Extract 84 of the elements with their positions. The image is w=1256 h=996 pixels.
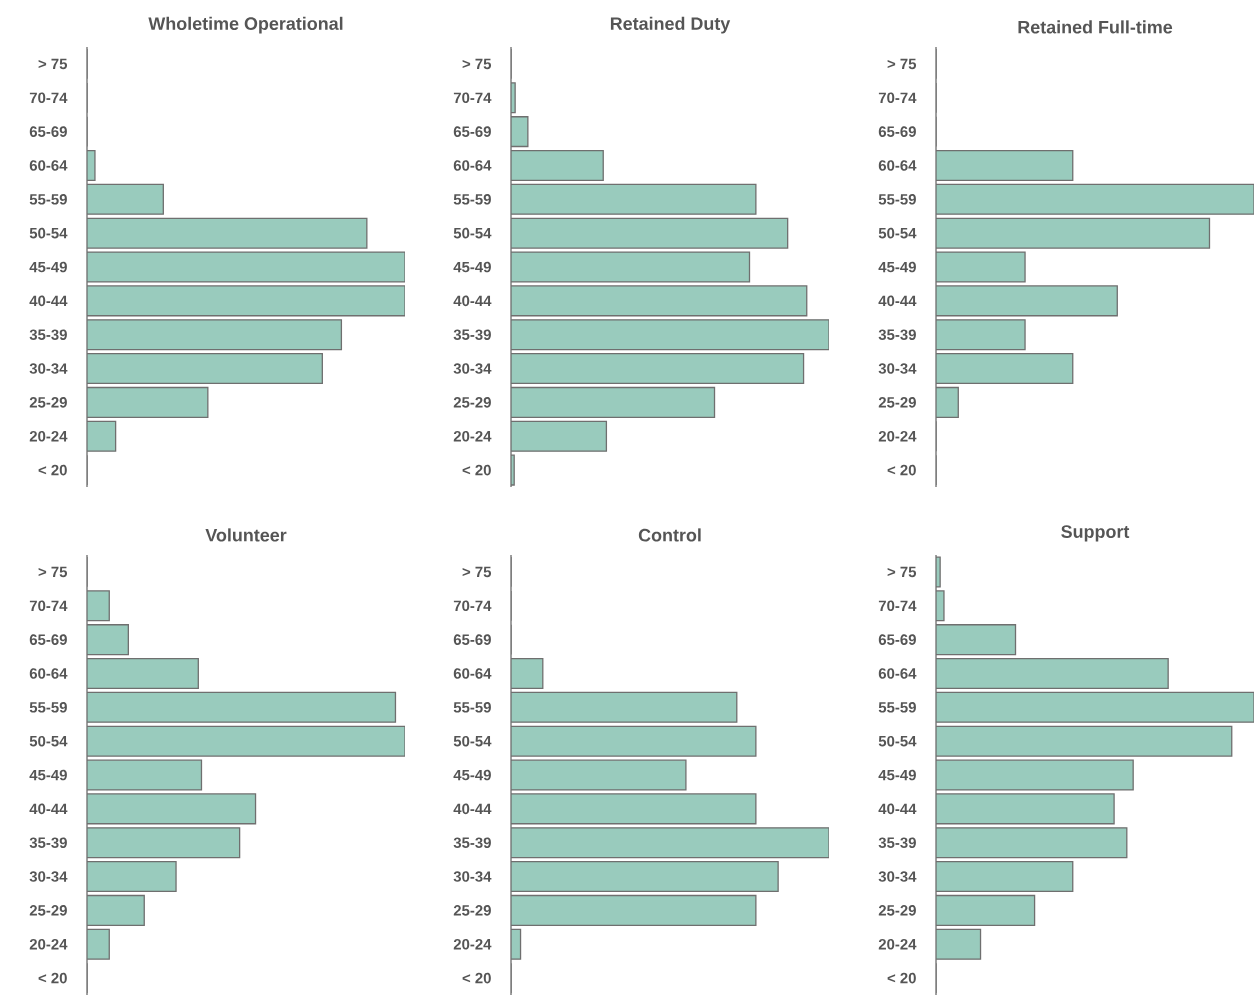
y-tick-label: 60-64: [453, 160, 492, 171]
y-tick-label: 25-29: [453, 397, 491, 408]
y-tick-label: 70-74: [453, 92, 492, 104]
y-tick-label: 20-24: [878, 939, 917, 950]
y-tick-label: 30-34: [453, 871, 492, 882]
y-tick-label: 35-39: [29, 329, 67, 341]
y-tick-label: 50-54: [878, 228, 917, 239]
chart-title: Control: [638, 528, 701, 542]
y-tick-label: 55-59: [878, 702, 916, 713]
y-tick-label: 55-59: [453, 702, 491, 713]
chart-title: Support: [1061, 525, 1130, 542]
y-tick-label: 40-44: [453, 295, 492, 307]
y-tick-label: 50-54: [878, 736, 917, 747]
y-tick-label: < 20: [462, 464, 491, 476]
y-tick-label: 25-29: [878, 397, 916, 408]
y-tick-label: 65-69: [878, 126, 916, 138]
chart-title: Volunteer: [205, 528, 287, 542]
y-tick-label: 45-49: [878, 261, 916, 273]
y-tick-label: 70-74: [878, 92, 917, 104]
y-tick-label: < 20: [38, 464, 67, 476]
y-tick-label: < 20: [38, 972, 67, 984]
y-tick-label: 35-39: [878, 837, 916, 849]
y-tick-label: 20-24: [29, 939, 68, 950]
y-tick-label: > 75: [462, 566, 492, 578]
y-tick-label: 65-69: [29, 634, 67, 646]
y-tick-label: 45-49: [29, 261, 67, 273]
y-tick-label: 40-44: [29, 295, 68, 307]
chart-title: Retained Duty: [610, 16, 731, 34]
y-tick-label: 40-44: [453, 803, 492, 815]
y-tick-label: 50-54: [453, 736, 492, 747]
y-tick-label: < 20: [462, 972, 491, 984]
y-tick-label: 25-29: [878, 905, 916, 916]
y-tick-label: 65-69: [878, 634, 916, 646]
y-tick-label: 30-34: [453, 363, 492, 374]
y-tick-label: 40-44: [29, 803, 68, 815]
y-tick-label: 30-34: [878, 871, 917, 882]
y-tick-label: 70-74: [453, 600, 492, 612]
chart-title: Wholetime Operational: [148, 16, 343, 34]
y-tick-label: 65-69: [453, 126, 491, 138]
y-tick-label: 25-29: [29, 905, 67, 916]
y-tick-label: < 20: [887, 972, 916, 984]
y-tick-label: 20-24: [453, 939, 492, 950]
y-tick-label: 25-29: [29, 397, 67, 408]
y-tick-label: 60-64: [453, 668, 492, 679]
y-tick-label: 30-34: [29, 363, 68, 374]
y-tick-label: 70-74: [878, 600, 917, 612]
chart-title: Retained Full-time: [1018, 20, 1173, 34]
y-tick-label: 45-49: [878, 769, 916, 781]
y-tick-label: 50-54: [29, 228, 68, 239]
y-tick-label: 25-29: [453, 905, 491, 916]
y-tick-label: > 75: [38, 58, 68, 70]
y-tick-label: 45-49: [29, 769, 67, 781]
y-tick-label: 60-64: [878, 668, 917, 679]
y-tick-label: 65-69: [453, 634, 491, 646]
y-tick-label: 55-59: [29, 702, 67, 713]
y-tick-label: 35-39: [453, 329, 491, 341]
y-tick-label: 20-24: [453, 431, 492, 442]
y-tick-label: 35-39: [878, 329, 916, 341]
y-tick-label: > 75: [887, 566, 917, 578]
y-tick-label: 40-44: [878, 803, 917, 815]
y-tick-label: 55-59: [29, 194, 67, 205]
y-tick-label: 55-59: [878, 194, 916, 205]
y-tick-label: 35-39: [453, 837, 491, 849]
y-tick-label: 35-39: [29, 837, 67, 849]
y-tick-label: 30-34: [29, 871, 68, 882]
y-tick-label: 60-64: [29, 668, 68, 679]
y-tick-label: 45-49: [453, 261, 491, 273]
y-tick-label: 20-24: [878, 431, 917, 442]
y-tick-label: 40-44: [878, 295, 917, 307]
y-tick-label: 20-24: [29, 431, 68, 442]
y-tick-label: 70-74: [29, 92, 68, 104]
y-tick-label: 60-64: [878, 160, 917, 171]
y-tick-label: 60-64: [29, 160, 68, 171]
y-tick-label: 30-34: [878, 363, 917, 374]
y-tick-label: 50-54: [453, 228, 492, 239]
y-tick-label: > 75: [462, 58, 492, 70]
y-tick-label: > 75: [38, 566, 68, 578]
y-tick-label: 45-49: [453, 769, 491, 781]
y-tick-label: 50-54: [29, 736, 68, 747]
y-tick-label: < 20: [887, 464, 916, 476]
y-tick-label: 70-74: [29, 600, 68, 612]
y-tick-label: 65-69: [29, 126, 67, 138]
y-tick-label: > 75: [887, 58, 917, 70]
y-tick-label: 55-59: [453, 194, 491, 205]
